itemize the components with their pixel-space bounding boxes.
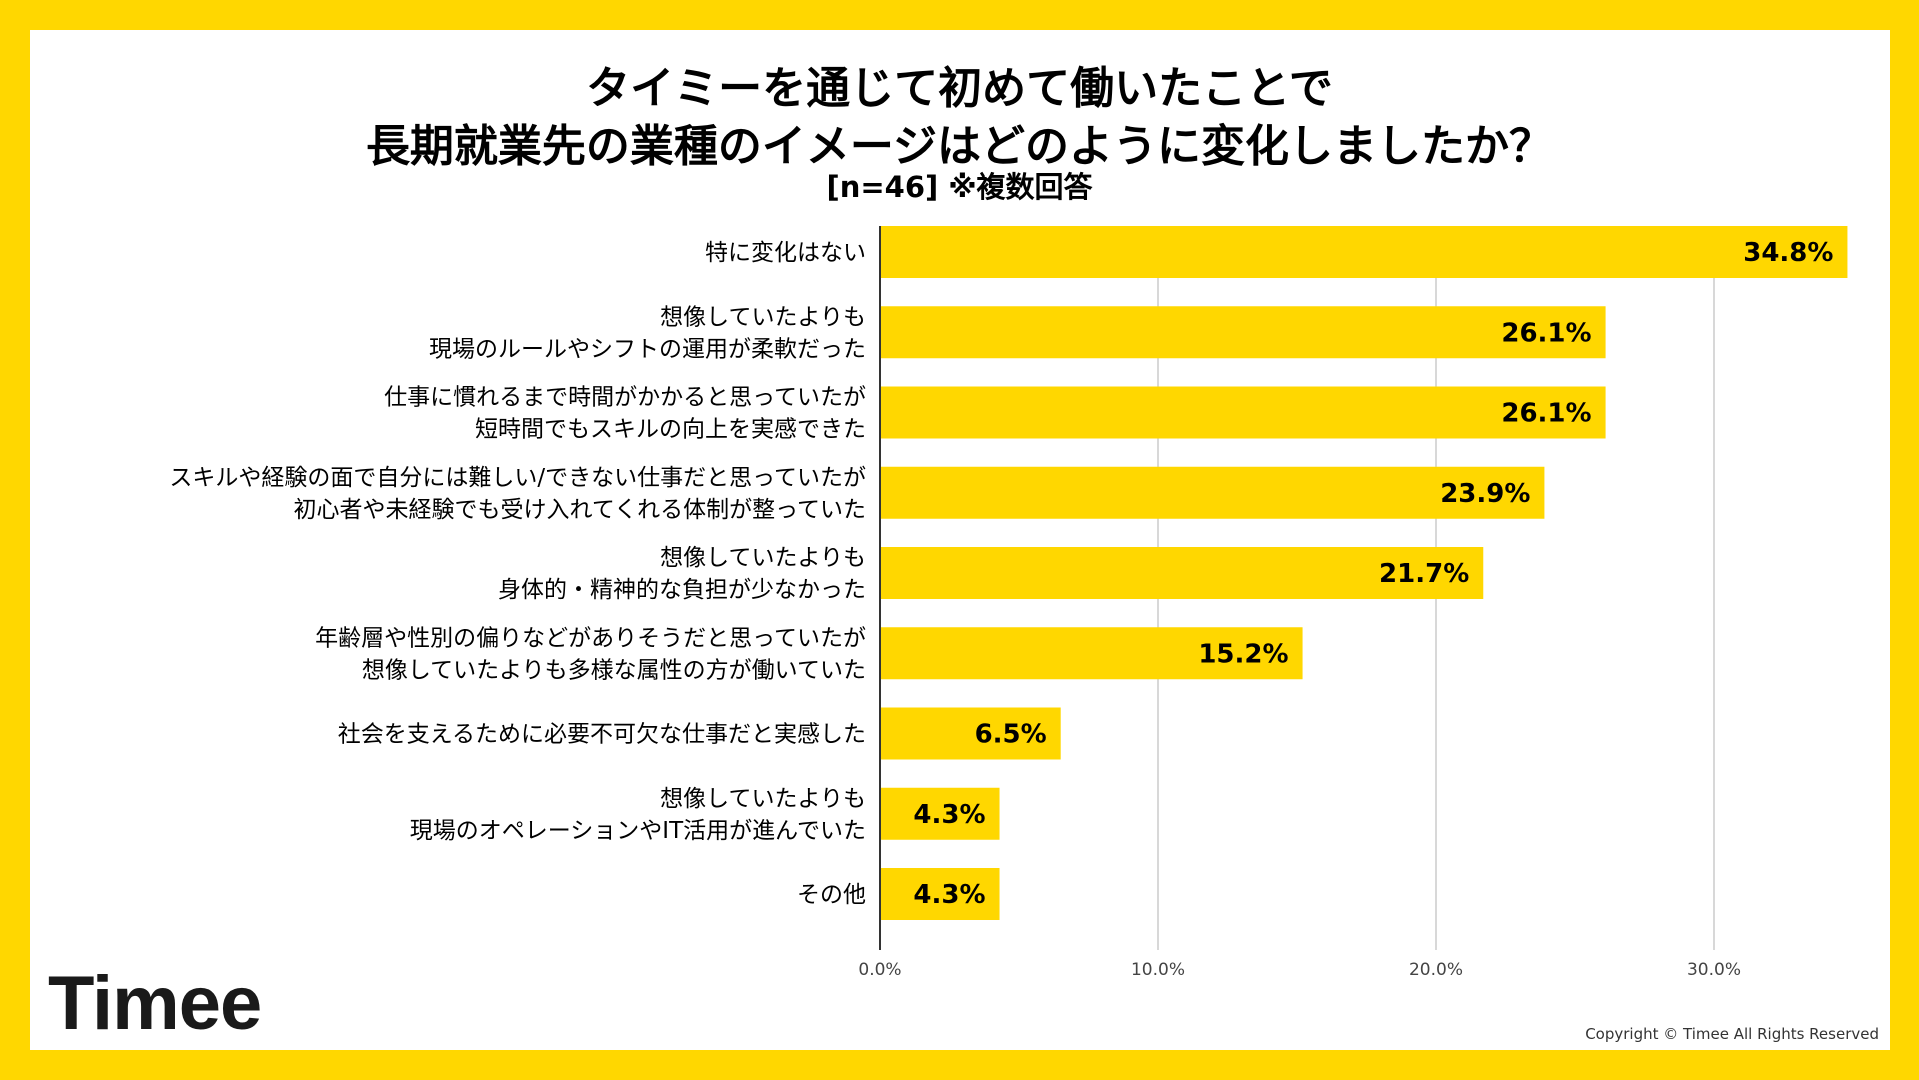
category-label-4-1: 身体的・精神的な負担が少なかった	[498, 577, 866, 603]
category-label-1-1: 現場のルールやシフトの運用が柔軟だった	[429, 336, 866, 362]
bar-4	[880, 547, 1484, 599]
x-tick-label-0: 0.0%	[858, 960, 901, 980]
x-tick-label-2: 20.0%	[1409, 960, 1463, 980]
value-label-5: 15.2%	[1198, 639, 1288, 669]
bar-6	[880, 707, 1061, 760]
category-label-2-1: 短時間でもスキルの向上を実感できた	[475, 417, 866, 443]
category-label-4-0: 想像していたよりも	[660, 545, 866, 571]
value-label-7: 4.3%	[913, 800, 985, 830]
chart-subtitle: [n=46] ※複数回答	[826, 170, 1093, 204]
category-label-8-0: その他	[797, 882, 866, 908]
bar-2	[880, 386, 1606, 439]
copyright-text: Copyright © Timee All Rights Reserved	[1585, 1025, 1879, 1043]
chart-title-line1: タイミーを通じて初めて働いたことで	[586, 63, 1333, 114]
x-tick-label-1: 10.0%	[1131, 960, 1185, 980]
value-label-3: 23.9%	[1440, 479, 1530, 509]
category-label-6-0: 社会を支えるために必要不可欠な仕事だと実感した	[338, 722, 866, 748]
category-label-1-0: 想像していたよりも	[660, 304, 866, 330]
value-label-0: 34.8%	[1743, 238, 1833, 268]
value-label-8: 4.3%	[913, 880, 985, 910]
value-label-6: 6.5%	[975, 720, 1047, 750]
timee-logo: Timee	[48, 961, 262, 1046]
value-label-1: 26.1%	[1501, 318, 1591, 348]
category-label-2-0: 仕事に慣れるまで時間がかかると思っていたが	[384, 385, 866, 411]
category-label-7-0: 想像していたよりも	[660, 786, 866, 812]
category-label-7-1: 現場のオペレーションやIT活用が進んでいた	[410, 818, 866, 844]
category-label-5-1: 想像していたよりも多様な属性の方が働いていた	[362, 657, 866, 683]
category-label-0-0: 特に変化はない	[705, 240, 866, 266]
category-label-3-0: スキルや経験の面で自分には難しい/できない仕事だと思っていたが	[169, 465, 866, 491]
bar-3	[880, 466, 1545, 519]
bar-1	[880, 306, 1606, 359]
chart-title-line2: 長期就業先の業種のイメージはどのように変化しましたか？	[365, 121, 1554, 172]
bar-5	[880, 627, 1303, 680]
bar-0	[880, 226, 1848, 278]
bar-7	[880, 787, 1000, 840]
value-label-4: 21.7%	[1379, 559, 1469, 589]
x-tick-label-3: 30.0%	[1687, 960, 1741, 980]
category-label-3-1: 初心者や未経験でも受け入れてくれる体制が整っていた	[294, 497, 866, 523]
category-label-5-0: 年齢層や性別の偏りなどがありそうだと思っていたが	[315, 625, 866, 651]
bar-8	[880, 868, 1000, 920]
value-label-2: 26.1%	[1501, 399, 1591, 429]
